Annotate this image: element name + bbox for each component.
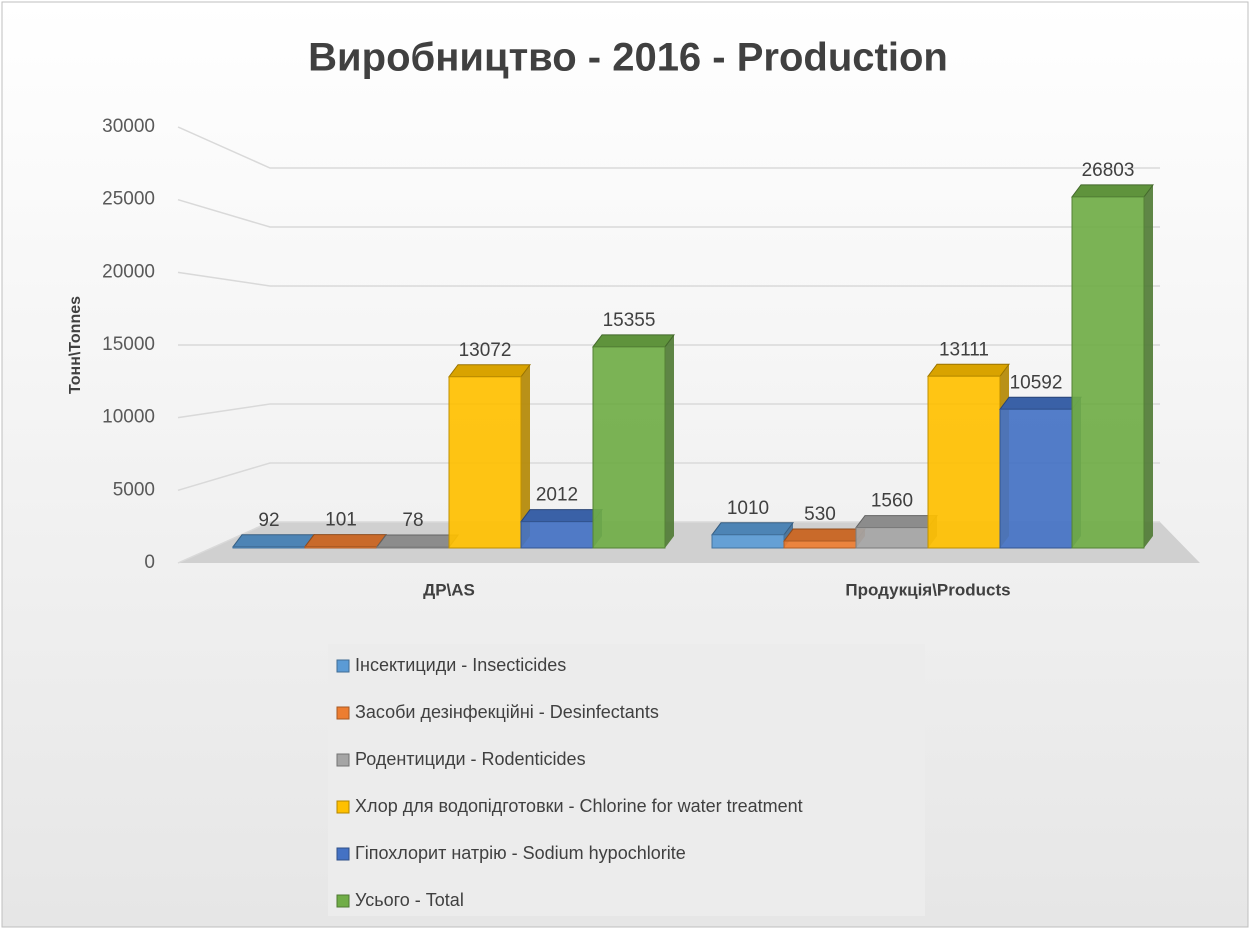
value-label: 2012 [536,485,578,506]
y-tick-label: 5000 [113,479,155,500]
bar [592,346,666,549]
bar-top [783,528,866,542]
chart-title: Виробництво - 2016 - Production [308,36,948,80]
grid-line [177,462,1160,492]
value-label: 92 [258,510,279,531]
value-label: 78 [402,510,423,531]
legend-swatch [336,800,350,814]
y-tick-label: 15000 [102,334,155,355]
value-label: 13072 [459,340,512,361]
legend-label: Усього - Total [355,890,464,910]
legend-swatch [336,659,350,673]
bar-top [304,534,387,548]
bar-top [855,515,938,529]
bar [232,546,306,549]
bar-side [521,364,530,548]
bar [855,527,929,549]
bar-top [376,534,459,548]
legend-label: Гіпохлорит натрію - Sodium hypochlorite [355,843,686,863]
legend-label: Інсектициди - Insecticides [355,655,566,675]
bar [448,376,522,549]
y-axis-label: Тонн\Tonnes [67,296,84,394]
bar-top [927,363,1010,377]
bar-top [448,364,531,378]
bar-top [711,522,794,536]
value-label: 1560 [871,491,913,512]
grid-line [177,403,1160,419]
y-tick-label: 25000 [102,189,155,210]
legend-label: Родентициди - Rodenticides [355,749,586,769]
value-label: 15355 [603,310,656,331]
x-tick-label: Продукція\Products [845,580,1010,599]
bar-top [999,396,1082,410]
y-tick-label: 30000 [102,116,155,137]
value-label: 101 [325,510,357,531]
value-label: 530 [804,504,836,525]
legend-swatch [336,706,350,720]
bar-top [232,534,315,548]
bar [927,375,1001,549]
bar [376,546,450,549]
bar-top [592,334,675,348]
bar-side [1144,184,1153,548]
bar [304,546,378,549]
bar [711,534,785,549]
legend-label: Хлор для водопідготовки - Chlorine for w… [355,796,803,816]
bar [1071,196,1145,549]
value-label: 26803 [1082,160,1135,181]
grid-line [177,126,1160,169]
y-tick-label: 20000 [102,261,155,282]
grid-line [177,271,1160,287]
y-tick-label: 10000 [102,407,155,428]
legend-swatch [336,894,350,908]
bar [520,521,594,549]
legend-swatch [336,847,350,861]
value-label: 1010 [727,498,769,519]
bar [783,540,857,549]
value-label: 10592 [1010,372,1063,393]
x-tick-label: ДР\AS [423,580,475,599]
legend-label: Засоби дезінфекційні - Desinfectants [355,702,659,722]
bar-side [665,334,674,548]
legend [328,644,925,916]
y-tick-label: 0 [144,552,155,573]
grid-line [177,198,1160,228]
value-label: 13111 [939,339,989,360]
bar-top [1071,184,1154,198]
legend-swatch [336,753,350,767]
bar [999,408,1073,549]
bar-top [520,509,603,523]
